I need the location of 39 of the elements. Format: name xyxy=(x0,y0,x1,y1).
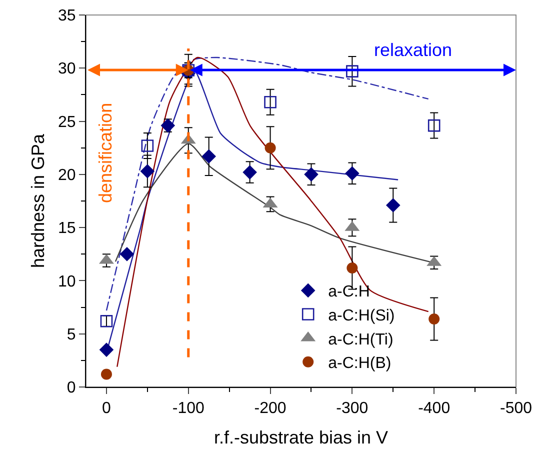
y-tick-label: 30 xyxy=(58,60,76,78)
point xyxy=(120,246,134,262)
y-tick-label: 10 xyxy=(58,273,76,290)
y-tick-label: 5 xyxy=(66,326,76,344)
point xyxy=(304,167,318,182)
point xyxy=(346,65,358,78)
y-tick-label: 20 xyxy=(58,167,76,184)
x-tick-label: -400 xyxy=(418,400,450,418)
annotation: relaxation xyxy=(374,40,452,60)
x-tick-label: 0 xyxy=(102,400,112,418)
legend-label: a-C:H xyxy=(328,284,370,301)
point xyxy=(264,96,276,108)
point xyxy=(100,368,112,380)
x-axis-title: r.f.-substrate bias in V xyxy=(214,427,388,448)
point xyxy=(202,149,216,164)
annotation: densification xyxy=(96,102,116,203)
point xyxy=(140,164,155,178)
point xyxy=(99,342,114,357)
legend-label: a-C:H(Ti) xyxy=(328,331,394,348)
y-axis-title: hardness in GPa xyxy=(28,132,48,268)
legend-label: a-C:H(Si) xyxy=(328,308,395,324)
point xyxy=(242,165,257,180)
point xyxy=(386,198,400,212)
point xyxy=(346,262,358,274)
x-tick-label: -500 xyxy=(500,400,532,418)
point xyxy=(160,118,176,133)
point xyxy=(428,313,440,324)
x-tick-label: -200 xyxy=(254,400,286,418)
x-tick-label: -300 xyxy=(336,400,368,418)
legend-label: a-C:H(B) xyxy=(328,355,392,372)
point xyxy=(345,166,360,181)
x-tick-label: -100 xyxy=(172,400,204,418)
y-tick-label: 35 xyxy=(58,8,76,25)
point xyxy=(264,142,276,154)
y-tick-label: 0 xyxy=(66,380,76,397)
point xyxy=(428,119,440,132)
y-tick-label: 15 xyxy=(58,220,76,238)
point xyxy=(141,140,154,152)
y-tick-label: 25 xyxy=(58,114,76,131)
